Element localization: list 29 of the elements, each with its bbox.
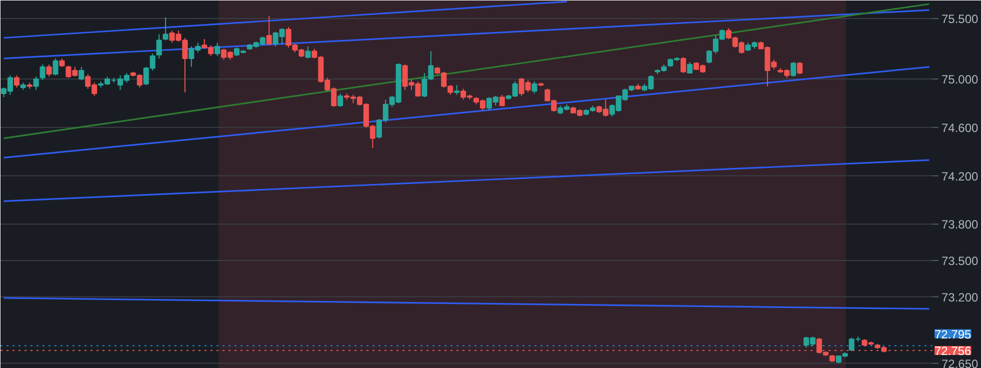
candlestick bbox=[33, 76, 39, 90]
y-tick-label: 73.800 bbox=[942, 218, 979, 232]
ref-line-label: 72.756 bbox=[934, 344, 972, 358]
candlestick bbox=[790, 62, 796, 78]
candlestick bbox=[797, 62, 803, 75]
y-tick-label: 75.500 bbox=[942, 12, 979, 26]
candlestick bbox=[14, 74, 20, 88]
y-tick-label: 73.500 bbox=[942, 254, 979, 268]
candlestick bbox=[214, 42, 220, 57]
candlestick bbox=[78, 66, 84, 81]
candlestick bbox=[499, 94, 505, 106]
candlestick bbox=[680, 56, 686, 74]
candlestick bbox=[162, 16, 168, 41]
candlestick bbox=[305, 46, 311, 59]
y-tick-label: 73.200 bbox=[942, 290, 979, 304]
y-tick-label: 74.600 bbox=[942, 120, 979, 135]
candlestick bbox=[266, 16, 272, 46]
candlestick bbox=[687, 62, 693, 74]
ref-line-label: 72.795 bbox=[934, 327, 972, 342]
candlestick bbox=[156, 34, 162, 59]
candlestick bbox=[46, 64, 52, 78]
candlestick bbox=[40, 64, 46, 81]
candlestick bbox=[338, 93, 344, 108]
y-tick-label: 72.650 bbox=[942, 356, 979, 368]
candlestick bbox=[454, 84, 460, 96]
y-tick-label: 74.200 bbox=[942, 169, 979, 184]
candlestick bbox=[52, 58, 58, 76]
y-tick-label: 75.000 bbox=[942, 72, 979, 87]
candlestick bbox=[532, 80, 538, 94]
